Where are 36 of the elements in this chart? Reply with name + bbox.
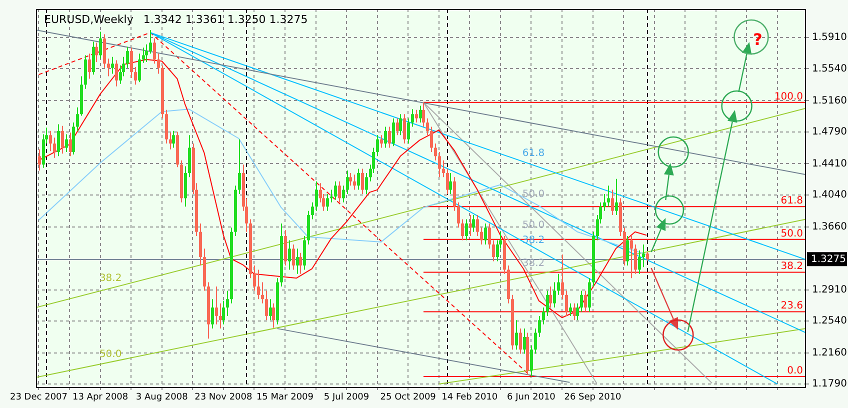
annotation: 50.0 [522,220,545,231]
y-tick-label: 1.5540 [812,63,847,74]
x-tick-label: 6 Jun 2010 [506,392,556,403]
y-tick-label: 1.4790 [812,126,847,138]
y-tick-label: 1.1790 [812,378,847,390]
series-label: 61.8 [780,196,803,207]
y-tick-label: 1.2540 [812,316,847,327]
series-label: 100.0 [774,91,803,102]
y-tick-label: 1.2160 [812,348,847,359]
y-tick-label: 1.5910 [812,32,847,44]
annotation: 61.8 [522,148,545,159]
series-label: 23.6 [780,300,803,312]
annotation: 38.2 [99,273,122,284]
y-tick-label: 1.4410 [812,158,847,170]
y-tick-label: 1.5160 [812,95,847,106]
x-tick-label: 23 Dec 2007 [10,392,68,403]
annotation: 50.0 [99,349,122,360]
x-tick-label: 14 Feb 2010 [442,392,498,403]
annotation: 50.0 [522,189,545,200]
ref-line-label: 1.3275 [811,254,846,265]
series-label: 38.2 [780,261,803,272]
chart-subtitle: 1.3342 1.3361 1.3250 1.3275 [143,13,308,26]
series-label: 0.0 [787,365,803,376]
x-tick-label: 23 Nov 2008 [194,392,253,403]
x-tick-label: 26 Sep 2010 [564,392,622,403]
x-tick-label: 3 Aug 2008 [136,392,188,403]
x-tick-label: 5 Jul 2009 [324,392,370,403]
y-tick-label: 1.4040 [812,189,847,200]
series-label: 50.0 [780,228,803,240]
chart-title: EURUSD,Weekly [44,13,134,26]
x-tick-label: 15 Mar 2009 [256,392,314,403]
y-tick-label: 1.3660 [812,221,847,232]
x-tick-label: 13 Apr 2008 [72,392,128,403]
x-tick-label: 25 Oct 2009 [380,392,436,403]
y-tick-label: 1.2910 [812,284,847,296]
annotation: ? [753,30,762,49]
